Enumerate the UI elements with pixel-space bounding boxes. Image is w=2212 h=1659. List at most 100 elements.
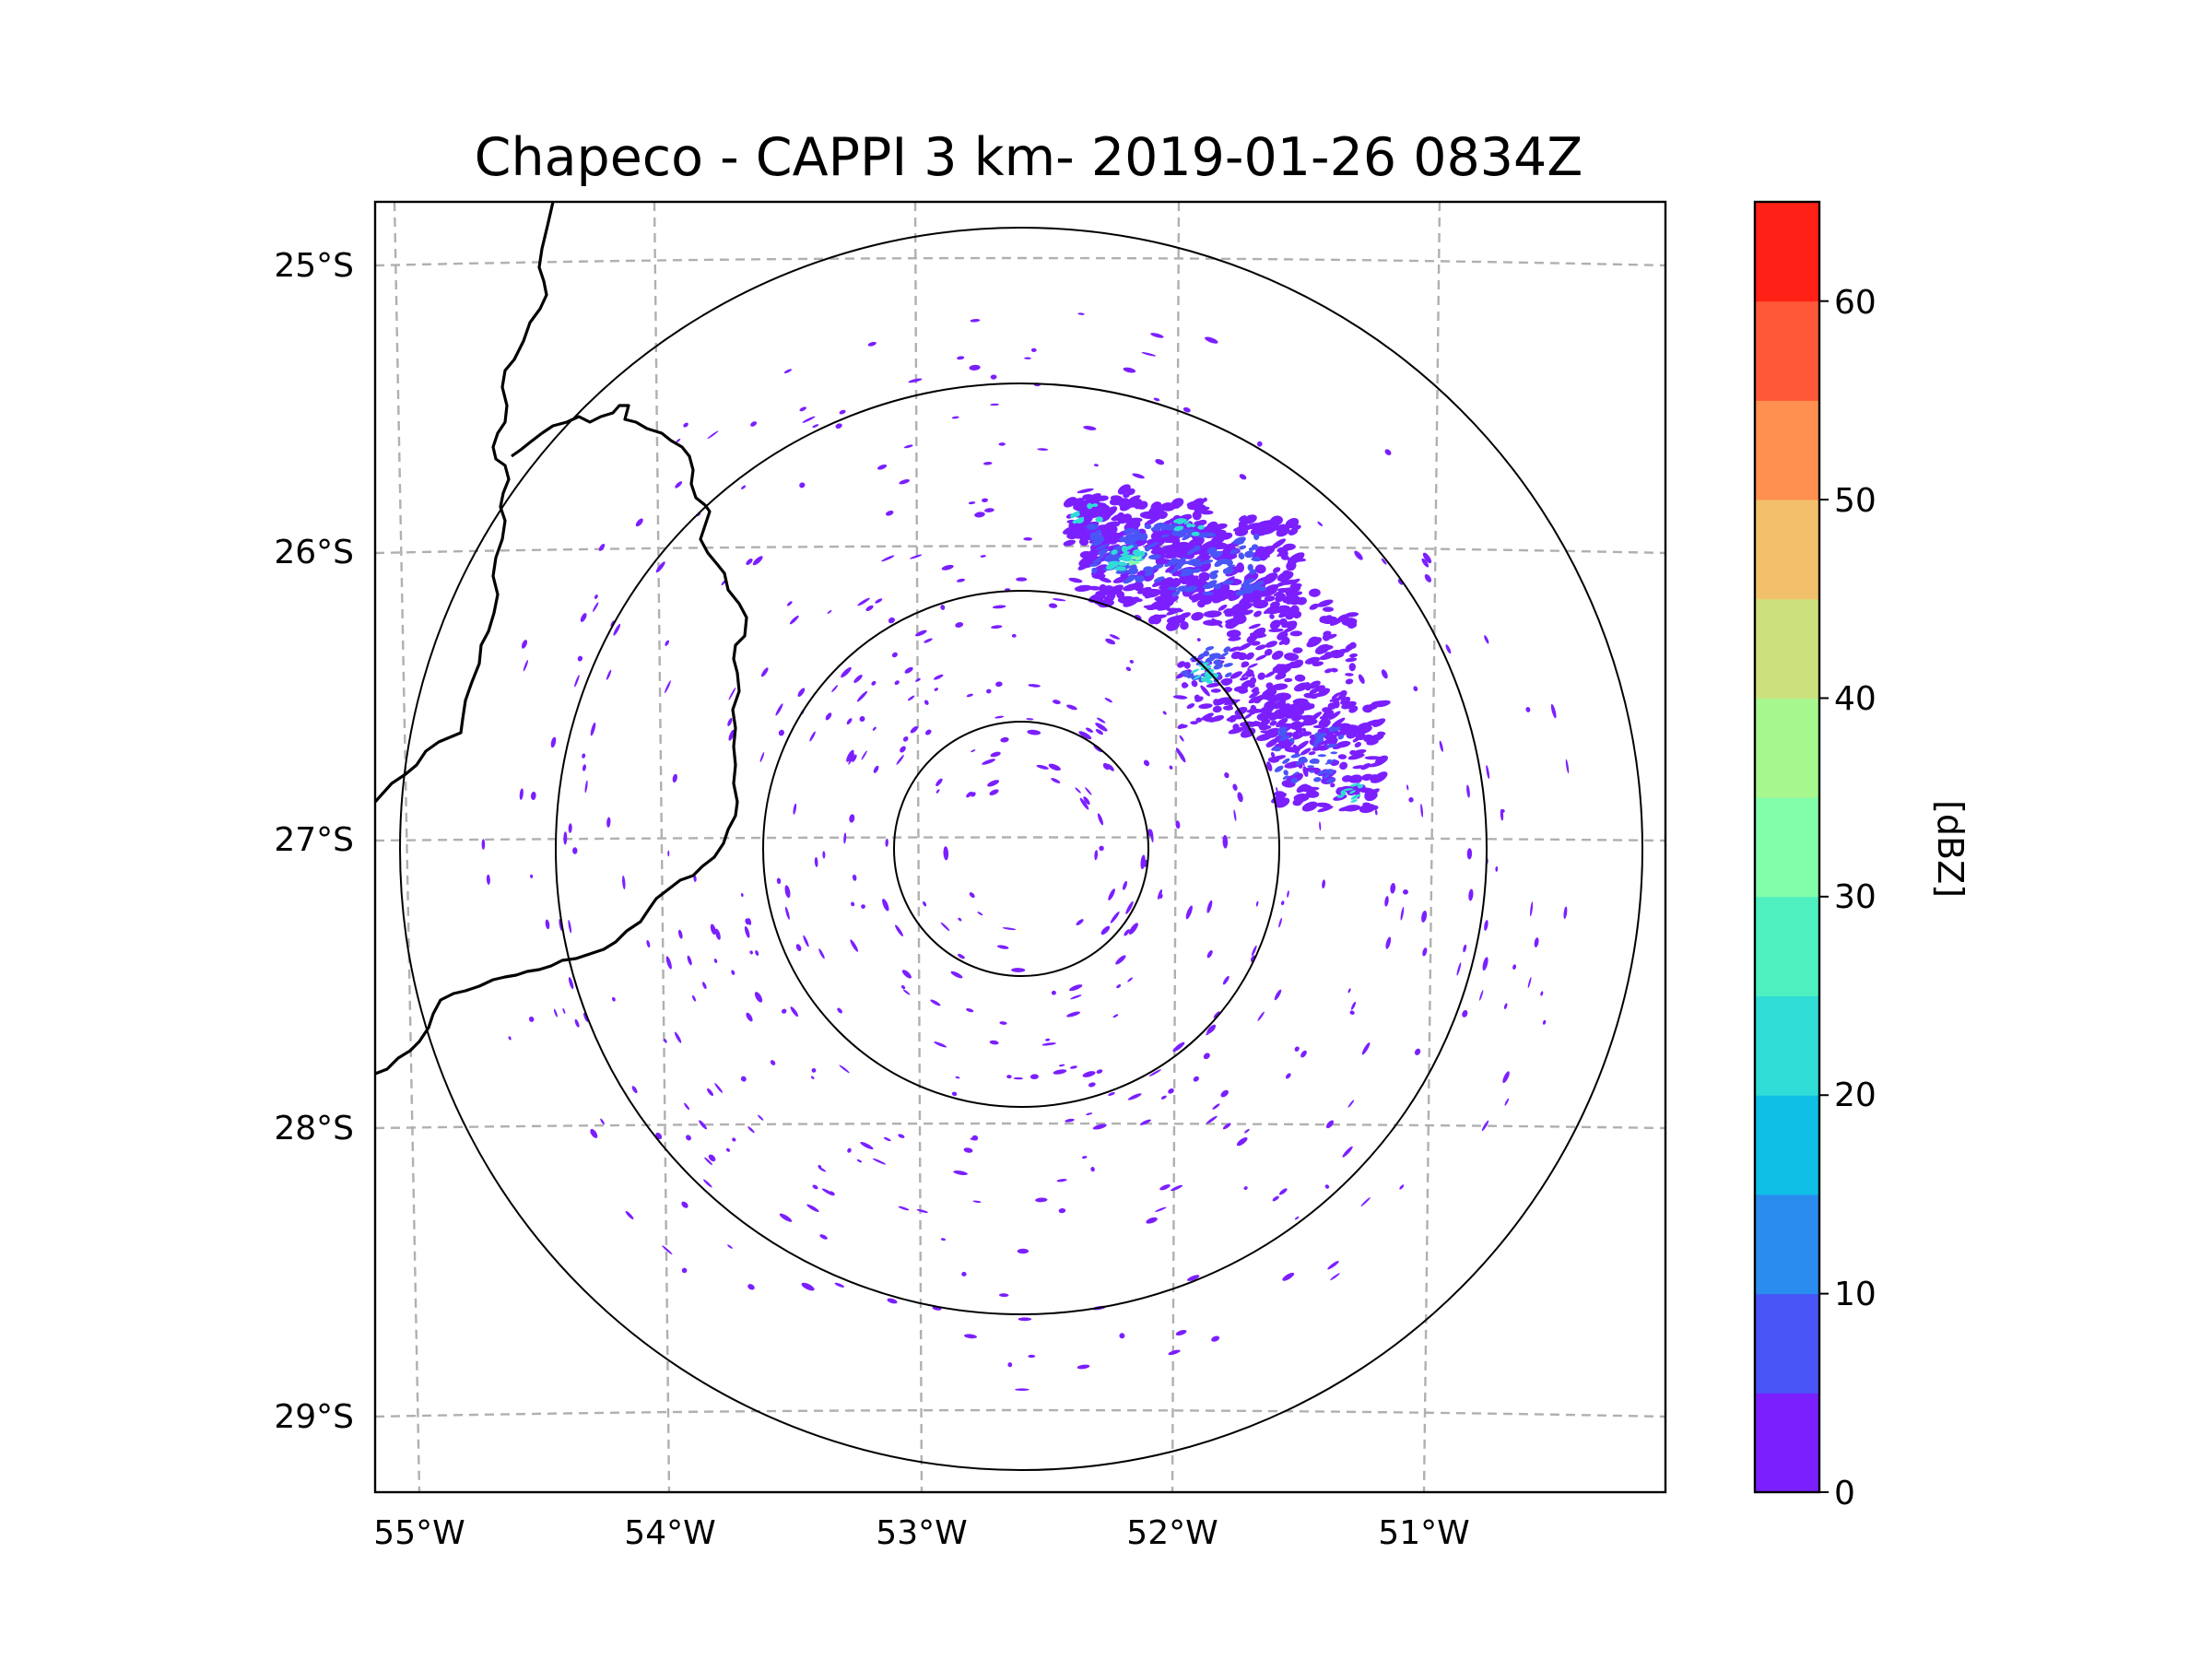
echo-cell — [699, 1120, 708, 1130]
echo-cell — [1086, 524, 1099, 531]
echo-cell — [1317, 771, 1324, 776]
echo-cell — [1186, 547, 1196, 556]
echo-cell — [1309, 603, 1319, 610]
echo-cell — [740, 485, 747, 489]
echo-cell — [1238, 603, 1253, 612]
echo-cell — [1253, 533, 1260, 540]
echo-cell — [1244, 550, 1254, 559]
echo-cell — [1095, 729, 1103, 735]
map-frame — [373, 200, 1667, 1494]
echo-cell — [1206, 547, 1218, 555]
echo-cell — [1277, 571, 1294, 582]
range-ring-3 — [555, 382, 1488, 1315]
echo-cell — [1289, 721, 1303, 730]
echo-cell — [1124, 527, 1135, 535]
echo-cell — [940, 605, 946, 610]
echo-cell — [1100, 925, 1111, 935]
echo-cell — [1195, 717, 1203, 723]
echo-cell — [1052, 598, 1066, 602]
echo-cell — [1237, 792, 1243, 803]
echo-cell — [1222, 567, 1234, 575]
echo-cell — [1420, 804, 1424, 818]
echo-cell — [681, 1267, 688, 1274]
echo-cell — [1328, 725, 1335, 733]
echo-cell — [1300, 747, 1312, 756]
echo-cell — [1070, 513, 1077, 519]
echo-cell — [1111, 549, 1118, 555]
echo-cell — [1253, 580, 1265, 587]
echo-cell — [1253, 599, 1269, 609]
echo-cell — [1257, 1011, 1265, 1021]
echo-cell — [1197, 524, 1205, 530]
echo-cell — [1206, 1115, 1218, 1124]
echo-cell — [1125, 666, 1132, 672]
echo-cell — [1098, 547, 1109, 556]
echo-cell — [622, 876, 626, 889]
echo-cell — [1091, 564, 1109, 577]
echo-cell — [1525, 707, 1531, 712]
meridian-54w — [653, 202, 671, 1492]
echo-cell — [1328, 737, 1338, 746]
echo-cell — [1097, 813, 1104, 826]
echo-cell — [572, 847, 578, 854]
echo-cell — [684, 1102, 690, 1111]
echo-cell — [1268, 628, 1284, 632]
echo-cell — [574, 675, 580, 688]
echo-cell — [990, 403, 999, 406]
echo-cell — [1128, 495, 1141, 502]
echo-cell — [950, 971, 963, 979]
echo-cell — [1173, 565, 1182, 570]
echo-cell — [519, 788, 524, 800]
echo-cell — [1072, 520, 1078, 524]
cbar-label-0: 0 — [1834, 1475, 1855, 1512]
echo-cell — [1258, 714, 1266, 721]
echo-cell — [1194, 696, 1204, 702]
echo-cell — [1222, 1123, 1231, 1130]
echo-cell — [1254, 564, 1266, 574]
echo-cell — [703, 1179, 712, 1188]
echo-cell — [1159, 1183, 1171, 1191]
echo-cell — [1134, 550, 1145, 558]
echo-cell — [681, 1201, 688, 1208]
echo-cell — [1223, 646, 1231, 653]
echo-cell — [1185, 905, 1193, 920]
echo-cell — [968, 501, 976, 505]
echo-cell — [1148, 554, 1161, 560]
echo-cell — [1172, 1041, 1185, 1053]
echo-cell — [1257, 672, 1266, 680]
echo-cell — [781, 1008, 787, 1014]
echo-cell — [1255, 900, 1259, 907]
echo-cell — [1314, 643, 1330, 654]
echo-cell — [1225, 704, 1233, 710]
echo-cell — [867, 341, 877, 347]
echo-cell — [984, 508, 994, 512]
echo-cell — [930, 999, 941, 1006]
echo-cell — [508, 1036, 512, 1041]
echo-cell — [852, 874, 857, 881]
echo-cell — [987, 780, 1000, 787]
echo-cell — [809, 731, 816, 742]
echo-cell — [1171, 578, 1181, 585]
echo-cell — [1248, 663, 1258, 668]
echo-cell — [818, 1165, 822, 1169]
echo-cell — [1105, 638, 1116, 645]
echo-cell — [1210, 714, 1224, 723]
echo-cell — [728, 687, 736, 700]
echo-cell — [1294, 802, 1301, 806]
echo-cell — [1309, 770, 1314, 773]
echo-cell — [1312, 742, 1318, 747]
echo-cell — [1284, 653, 1300, 662]
echo-cell — [521, 640, 528, 649]
lat-label-28s: 28°S — [274, 1110, 354, 1147]
echo-cell — [1126, 519, 1138, 527]
echo-cell — [783, 369, 792, 374]
echo-cell — [1342, 1146, 1353, 1158]
colorbar-band — [1755, 500, 1819, 600]
echo-cell — [1313, 737, 1324, 744]
echo-cell — [859, 715, 865, 723]
echo-cell — [1439, 740, 1443, 752]
echo-cell — [951, 416, 959, 419]
echo-cell — [582, 753, 586, 759]
echo-cell — [1325, 1120, 1335, 1129]
echo-cell — [1115, 566, 1126, 570]
